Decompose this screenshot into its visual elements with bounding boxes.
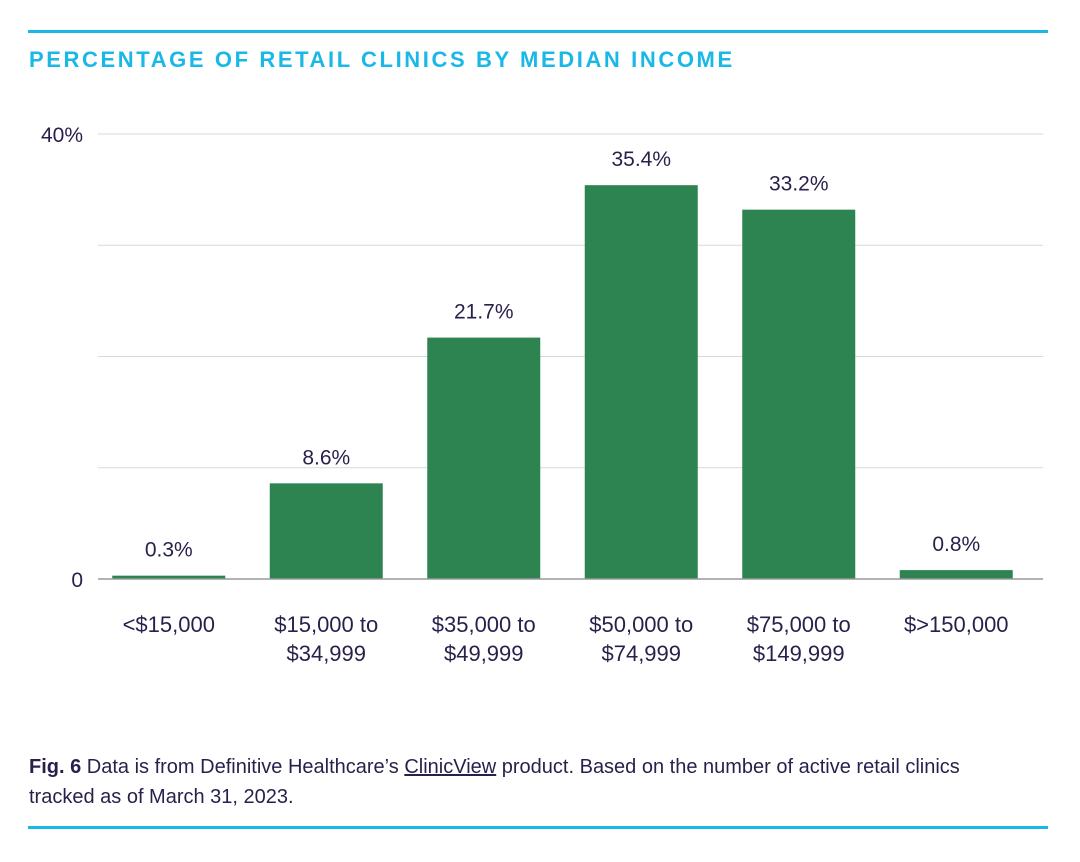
x-tick-label: $34,999 (286, 641, 366, 666)
data-label: 35.4% (611, 148, 671, 171)
chart-title: PERCENTAGE OF RETAIL CLINICS BY MEDIAN I… (29, 47, 735, 72)
data-label: 8.6% (302, 446, 350, 469)
bar-chart: 0 40% 0.3% <$15,000 8.6% $15,000 to $34,999 21.… (41, 124, 1043, 666)
bar (427, 337, 541, 579)
x-tick-label: $75,000 to (747, 612, 851, 637)
bar (742, 209, 856, 579)
caption-text-after: product. Based on the number of active r… (29, 756, 960, 808)
data-label: 33.2% (769, 173, 829, 196)
bar (112, 575, 226, 579)
data-label: 0.3% (145, 539, 193, 562)
x-tick-label: $149,999 (753, 641, 845, 666)
bar (899, 570, 1013, 579)
x-tick-label: $49,999 (444, 641, 524, 666)
x-tick-label: $50,000 to (589, 612, 693, 637)
x-tick-label: $15,000 to (274, 612, 378, 637)
x-tick-label: <$15,000 (123, 612, 215, 637)
clinicview-link[interactable]: ClinicView (404, 756, 497, 778)
caption-text-before: Data is from Definitive Healthcare’s (81, 756, 405, 778)
data-label: 21.7% (454, 301, 514, 324)
bottom-rule (28, 826, 1048, 829)
x-tick-label: $74,999 (601, 641, 681, 666)
x-tick-label: $>150,000 (904, 612, 1009, 637)
figure-caption: Fig. 6 Data is from Definitive Healthcar… (29, 752, 1029, 812)
bar (269, 483, 383, 579)
data-label: 0.8% (932, 533, 980, 556)
y-tick-label: 40% (41, 124, 83, 147)
top-rule (28, 30, 1048, 33)
bar (584, 185, 698, 580)
x-tick-label: $35,000 to (432, 612, 536, 637)
y-tick-label: 0 (71, 569, 83, 592)
caption-fig-label: Fig. 6 (29, 756, 82, 778)
